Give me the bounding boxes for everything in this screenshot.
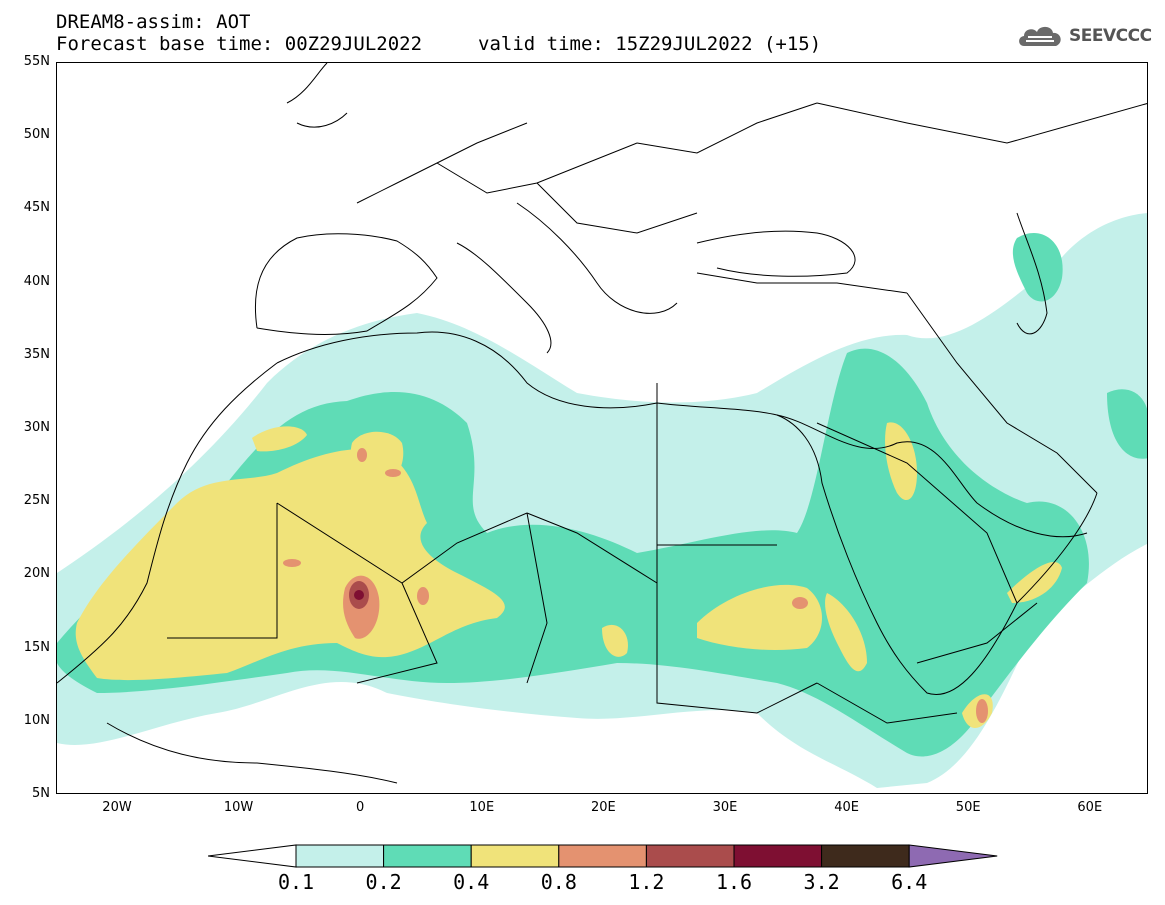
border-europe-c: [536, 182, 698, 234]
colorbar: [208, 844, 998, 868]
colorbar-segment: [733, 844, 823, 868]
lat-label: 20N: [23, 566, 50, 582]
lat-label: 10N: [23, 712, 50, 728]
colorbar-segment: [470, 844, 560, 868]
aot-level-0.2-east: [1107, 389, 1147, 459]
aot-level-0.4-north: [252, 426, 307, 452]
border-saudi: [816, 422, 1018, 604]
colorbar-over-triangle: [908, 844, 998, 868]
border-yemen: [916, 602, 1038, 664]
aot-level-0.8-spot-a: [283, 559, 301, 567]
seevccc-logo: SEEVCCC: [1016, 22, 1152, 50]
colorbar-label: 1.2: [628, 870, 665, 894]
lon-label: 10W: [223, 800, 254, 815]
border-europe-d: [636, 102, 818, 154]
lat-label: 40N: [23, 273, 50, 289]
valid-time: valid time: 15Z29JUL2022 (+15): [478, 33, 822, 55]
colorbar-label: 0.1: [277, 870, 315, 894]
aot-level-0.4-sudan: [697, 584, 822, 650]
lon-label: 30E: [712, 800, 738, 815]
aot-level-0.4-chad: [602, 624, 628, 657]
border-kazakh: [816, 102, 1147, 144]
aot-level-0.8-spot-d: [357, 448, 367, 462]
colorbar-label: 3.2: [803, 870, 840, 894]
lon-label: 10E: [469, 800, 495, 815]
coastline-balkans: [516, 202, 678, 314]
colorbar-segment: [383, 844, 472, 868]
aot-level-0.2: [57, 348, 1089, 757]
colorbar-segment: [645, 844, 735, 868]
border-sudan: [656, 545, 818, 714]
borders: [57, 63, 1147, 784]
aot-level-0.4-oman: [1007, 562, 1062, 603]
lat-label: 50N: [23, 127, 50, 143]
coastline-italy: [456, 242, 552, 354]
lat-label: 30N: [23, 420, 50, 435]
lat-label: 15N: [23, 639, 50, 655]
map-title: DREAM8-assim: AOT: [56, 11, 251, 33]
aot-level-0.4-red-sea: [825, 593, 867, 672]
lon-label: 60E: [1077, 800, 1103, 815]
border-turkey: [696, 272, 908, 294]
border-iran: [906, 292, 1098, 494]
colorbar-label: 1.6: [715, 870, 753, 894]
lon-label: 20E: [591, 800, 616, 815]
lat-label: 5N: [32, 786, 50, 801]
lon-label: 40E: [834, 800, 859, 815]
coastline-arabia: [776, 414, 1088, 538]
border-chad: [526, 512, 548, 684]
aot-level-0.8-spot-e: [792, 597, 808, 609]
forecast-base-time: Forecast base time: 00Z29JUL2022: [56, 33, 423, 55]
border-algeria: [276, 502, 528, 584]
lat-label: 25N: [23, 493, 50, 509]
aot-map: [56, 62, 1148, 794]
colorbar-label: 6.4: [891, 870, 928, 894]
aot-level-0.8-spot-f: [976, 699, 988, 723]
colorbar-segment: [295, 844, 385, 868]
lat-label: 55N: [23, 54, 50, 69]
coastline-black-sea: [696, 230, 856, 277]
colorbar-label: 0.8: [540, 870, 577, 894]
colorbar-label: 0.4: [453, 870, 490, 894]
coastline-gulf-guinea: [106, 722, 398, 784]
border-ethiopia: [816, 682, 958, 724]
aot-level-0.8-spot-b: [417, 587, 429, 605]
logo-text: SEEVCCC: [1069, 26, 1152, 46]
lon-label: 20W: [102, 800, 132, 815]
lat-label: 35N: [23, 346, 50, 362]
coastline-iberia: [254, 233, 438, 335]
coastline-west-africa: [57, 362, 278, 684]
colorbar-label: 0.2: [365, 870, 402, 894]
map-canvas: [57, 63, 1147, 788]
colorbar-segment: [558, 844, 647, 868]
coastline-britain: [286, 63, 348, 128]
border-europe-a: [356, 122, 528, 204]
border-europe-b: [436, 142, 638, 194]
lon-label: 0: [356, 800, 365, 815]
lon-label: 50E: [955, 800, 981, 815]
aot-level-1.6: [354, 590, 364, 600]
border-niger: [356, 582, 438, 684]
aot-level-0.8-spot-c: [385, 469, 401, 477]
coastline-caspian: [1016, 212, 1048, 335]
colorbar-under-triangle: [208, 844, 297, 868]
colorbar-segment: [821, 844, 910, 868]
cloud-icon: [1019, 26, 1061, 46]
aot-shading: [57, 213, 1147, 788]
border-mali: [167, 503, 278, 639]
aot-level-0.2-north: [1012, 232, 1063, 302]
lat-label: 45N: [23, 200, 50, 216]
coastline-north-africa: [276, 331, 1098, 695]
